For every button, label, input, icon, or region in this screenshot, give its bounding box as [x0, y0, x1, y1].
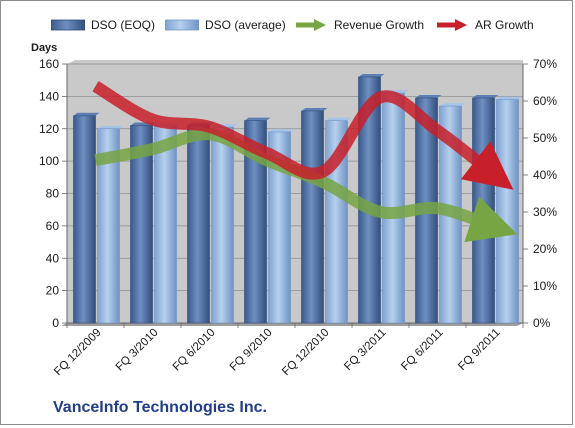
- y-tick-label: 40: [46, 251, 60, 265]
- y-tick-label: 80: [46, 187, 60, 201]
- bar-dso-average: [497, 100, 519, 323]
- bar-dso-eoq: [302, 111, 324, 323]
- x-tick-label: FQ 6/2010: [171, 327, 218, 374]
- legend-label-dso-average: DSO (average): [205, 18, 286, 32]
- x-tick-label: FQ 12/2009: [52, 327, 103, 378]
- x-tick-label: FQ 12/2010: [280, 327, 331, 378]
- legend-item-ar-growth: AR Growth: [435, 15, 534, 35]
- legend-item-dso-eoq: DSO (EOQ): [51, 15, 155, 35]
- bar-dso-eoq-top: [245, 118, 271, 121]
- y2-tick-label: 60%: [533, 94, 557, 108]
- x-tick-label: FQ 9/2010: [228, 327, 275, 374]
- bar-dso-average-top: [269, 129, 295, 132]
- bar-dso-eoq-top: [74, 113, 100, 116]
- bar-dso-average-top: [98, 126, 124, 129]
- y2-tick-label: 70%: [533, 57, 557, 71]
- chart-legend: DSO (EOQ) DSO (average) Revenue Growth A…: [1, 15, 575, 37]
- y2-tick-label: 0%: [533, 316, 551, 330]
- bar-dso-average-top: [440, 103, 466, 106]
- bar-dso-eoq: [74, 116, 96, 323]
- y2-tick-label: 30%: [533, 205, 557, 219]
- y-tick-label: 100: [39, 154, 59, 168]
- bar-dso-eoq: [188, 126, 210, 323]
- y2-tick-label: 40%: [533, 168, 557, 182]
- bar-dso-eoq-top: [473, 95, 499, 98]
- bar-dso-average: [212, 127, 234, 323]
- x-tick-label: FQ 9/2011: [456, 327, 502, 373]
- legend-label-ar-growth: AR Growth: [475, 18, 534, 32]
- legend-label-dso-eoq: DSO (EOQ): [91, 18, 155, 32]
- y-tick-label: 0: [52, 316, 59, 330]
- y2-tick-label: 10%: [533, 279, 557, 293]
- y-tick-label: 120: [39, 122, 59, 136]
- y2-tick-label: 20%: [533, 242, 557, 256]
- y-axis-title: Days: [31, 42, 57, 54]
- x-tick-label: FQ 3/2010: [114, 327, 161, 374]
- y-tick-label: 20: [46, 284, 60, 298]
- bar-dso-eoq-top: [416, 95, 442, 98]
- legend-swatch-dso-eoq: [51, 19, 85, 31]
- legend-swatch-dso-average: [165, 19, 199, 31]
- bar-dso-average-top: [497, 97, 523, 100]
- y2-tick-label: 50%: [533, 131, 557, 145]
- x-tick-label: FQ 3/2011: [342, 327, 388, 373]
- legend-swatch-revenue-growth: [294, 18, 328, 32]
- y-tick-label: 140: [39, 89, 59, 103]
- bar-dso-eoq: [473, 98, 495, 323]
- legend-item-dso-average: DSO (average): [165, 15, 286, 35]
- legend-label-revenue-growth: Revenue Growth: [334, 18, 424, 32]
- legend-swatch-ar-growth: [435, 18, 469, 32]
- y-tick-label: 60: [46, 219, 60, 233]
- bar-dso-average-top: [326, 118, 352, 121]
- legend-item-revenue-growth: Revenue Growth: [294, 15, 424, 35]
- x-tick-label: FQ 6/2011: [399, 327, 445, 373]
- bar-dso-eoq-top: [302, 108, 328, 111]
- bar-dso-eoq-top: [359, 74, 385, 77]
- bar-dso-average: [155, 126, 177, 323]
- company-label: VanceInfo Technologies Inc.: [53, 399, 267, 417]
- y-tick-label: 160: [39, 57, 59, 71]
